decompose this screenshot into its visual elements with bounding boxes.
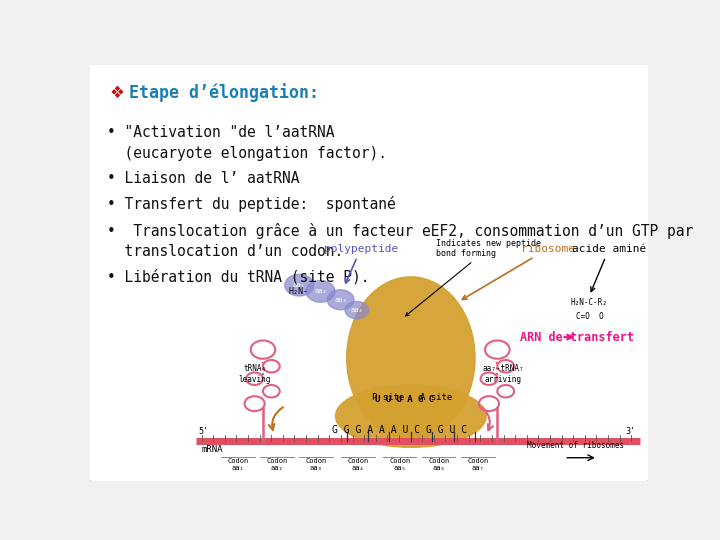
Circle shape — [284, 274, 314, 296]
FancyBboxPatch shape — [87, 63, 651, 483]
Text: C=O  O: C=O O — [575, 312, 603, 321]
Text: Codon
aa₃: Codon aa₃ — [305, 458, 327, 471]
Text: Codon
aa₅: Codon aa₅ — [389, 458, 410, 471]
Text: • Libération du tRNA (site P).: • Libération du tRNA (site P). — [107, 268, 369, 284]
Text: P site: P site — [372, 393, 405, 402]
Text: A site: A site — [420, 393, 452, 402]
Circle shape — [345, 301, 369, 319]
Text: • "Activation "de l’aatRNA: • "Activation "de l’aatRNA — [107, 125, 334, 140]
Text: • Transfert du peptide:  spontané: • Transfert du peptide: spontané — [107, 196, 395, 212]
Text: aa₄: aa₄ — [351, 307, 363, 313]
Text: aa₁: aa₁ — [293, 282, 305, 288]
Text: Codon
aa₂: Codon aa₂ — [266, 458, 287, 471]
Text: •  Translocation grâce à un facteur eEF2, consommation d’un GTP par: • Translocation grâce à un facteur eEF2,… — [107, 223, 693, 239]
Text: aa₇-tRNA₇
arriving: aa₇-tRNA₇ arriving — [482, 364, 523, 383]
Text: Etape d’élongation:: Etape d’élongation: — [129, 84, 319, 103]
Text: U U U A G C: U U U A G C — [374, 395, 433, 404]
Text: ARN de transfert: ARN de transfert — [520, 330, 634, 343]
Text: Codon
aa₄: Codon aa₄ — [347, 458, 369, 471]
Text: Codon
aa₁: Codon aa₁ — [228, 458, 248, 471]
Text: H₂N-: H₂N- — [288, 287, 308, 296]
Text: 3': 3' — [626, 427, 636, 436]
Text: Movement of ribosomes: Movement of ribosomes — [527, 441, 624, 450]
Text: translocation d’un codon.: translocation d’un codon. — [107, 244, 343, 259]
Ellipse shape — [346, 277, 475, 439]
Text: polypeptide: polypeptide — [323, 244, 397, 283]
Text: mRNA: mRNA — [202, 446, 223, 454]
Text: ❖: ❖ — [109, 84, 125, 102]
Circle shape — [327, 290, 354, 310]
Text: Codon
aa₇: Codon aa₇ — [467, 458, 488, 471]
Text: aa₂: aa₂ — [314, 288, 327, 294]
Text: tRNA₄
leaving: tRNA₄ leaving — [238, 364, 271, 383]
Text: aa₃: aa₃ — [334, 296, 347, 303]
Text: ribosome: ribosome — [462, 244, 575, 300]
Text: (eucaryote elongation factor).: (eucaryote elongation factor). — [107, 146, 387, 161]
Text: G G G A A A U C G G U C: G G G A A A U C G G U C — [332, 426, 467, 435]
Text: Indicates new peptide
bond forming: Indicates new peptide bond forming — [405, 239, 541, 316]
Circle shape — [306, 281, 335, 302]
Ellipse shape — [336, 385, 486, 447]
Text: H₂N-C-R₂: H₂N-C-R₂ — [571, 298, 608, 307]
Text: • Liaison de l’ aatRNA: • Liaison de l’ aatRNA — [107, 171, 300, 186]
Text: acide aminé: acide aminé — [572, 244, 646, 292]
Text: 5': 5' — [199, 427, 209, 436]
Text: Codon
aa₆: Codon aa₆ — [428, 458, 449, 471]
